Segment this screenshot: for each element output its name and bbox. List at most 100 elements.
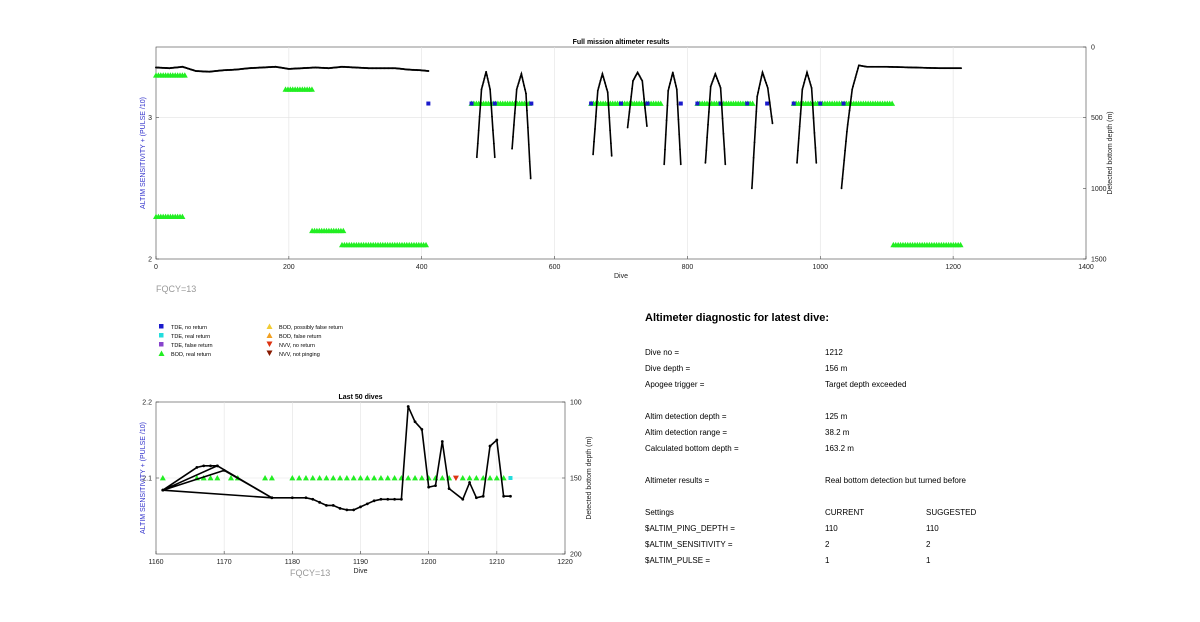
depth-point — [705, 149, 708, 152]
depth-point — [710, 83, 713, 85]
depth-point — [854, 76, 857, 79]
depth-point — [605, 88, 608, 91]
depth-point — [724, 163, 727, 166]
depth-point — [215, 464, 219, 468]
depth-point — [709, 85, 712, 88]
diagnostic-title: Altimeter diagnostic for latest dive: — [645, 312, 829, 324]
main-x-tick-label: 400 — [416, 264, 428, 271]
depth-point — [808, 80, 811, 83]
legend-swatch — [266, 341, 273, 349]
depth-point — [668, 86, 670, 89]
depth-point — [393, 497, 396, 501]
depth-point — [670, 75, 673, 78]
setting-key: $ALTIM_PULSE = — [645, 556, 710, 565]
depth-point — [517, 82, 520, 85]
main-x-tick-label: 0 — [154, 264, 158, 271]
depth-point — [960, 67, 963, 70]
depth-point — [379, 497, 383, 501]
depth-point — [290, 496, 294, 500]
legend-label: BOD, possibly false return — [279, 325, 343, 331]
depth-point — [717, 82, 720, 85]
depth-point — [318, 500, 321, 504]
depth-point — [527, 143, 530, 146]
depth-point — [715, 75, 718, 78]
depth-point — [855, 73, 858, 76]
legend-swatch — [158, 324, 165, 331]
legend-swatch — [266, 323, 273, 331]
depth-point — [509, 494, 512, 498]
depth-point — [670, 78, 672, 81]
main-ylabel-left: ALTIM SENSITIVITY + (PULSE /10) — [140, 97, 147, 209]
depth-point — [522, 80, 525, 83]
depth-point — [751, 172, 754, 174]
depth-point — [722, 132, 725, 135]
depth-point — [635, 73, 638, 76]
depth-point — [663, 163, 666, 166]
settings-header-current: CURRENT — [825, 508, 865, 517]
depth-point — [608, 116, 611, 119]
depth-point — [604, 82, 606, 84]
depth-point — [512, 135, 514, 138]
depth-point — [483, 77, 486, 80]
depth-point — [514, 100, 517, 103]
setting-key: $ALTIM_PING_DEPTH = — [645, 524, 735, 533]
depth-point — [797, 137, 800, 140]
bod-real-return-marker — [159, 475, 166, 481]
depth-point — [352, 508, 356, 512]
depth-point — [721, 117, 724, 120]
depth-point — [769, 108, 772, 111]
legend-marker-shape — [266, 323, 273, 329]
depth-point — [489, 88, 492, 91]
depth-point — [840, 187, 843, 190]
tde-no-return-marker — [426, 101, 431, 106]
depth-point — [844, 149, 846, 152]
depth-point — [714, 72, 717, 75]
main-title: Full mission altimeter results — [573, 39, 670, 46]
depth-point — [476, 142, 479, 145]
depth-point — [606, 91, 609, 94]
tde-no-return-marker — [529, 101, 534, 106]
depth-point — [796, 161, 798, 164]
legend-label: BOD, false return — [279, 334, 322, 340]
setting-suggested: 1 — [926, 556, 931, 565]
legend-item-bod-possibly-false: BOD, possibly false return — [266, 322, 343, 331]
depth-point — [708, 98, 711, 101]
depth-point — [675, 85, 677, 87]
depth-point — [609, 129, 612, 132]
bod-real-return-marker — [357, 475, 364, 481]
depth-point — [848, 109, 851, 112]
depth-point — [427, 485, 431, 489]
last50-ylabel-right: Detected bottom depth (m) — [586, 436, 593, 519]
depth-point — [627, 118, 630, 121]
depth-point — [413, 420, 417, 424]
bod-real-return-marker — [207, 475, 214, 481]
depth-point — [841, 178, 844, 180]
depth-point — [764, 79, 767, 82]
depth-point — [485, 70, 488, 73]
depth-point — [602, 76, 605, 78]
main-x-tick-label: 800 — [682, 264, 694, 271]
legend-swatch — [266, 332, 273, 340]
bod-real-return-marker — [466, 475, 473, 481]
depth-point — [365, 502, 369, 506]
depth-point — [639, 76, 642, 79]
depth-point — [526, 126, 529, 129]
depth-point — [447, 487, 451, 491]
depth-point — [754, 126, 757, 128]
depth-point — [601, 72, 604, 75]
depth-point — [643, 98, 646, 100]
depth-point — [707, 123, 709, 126]
settings-header-suggested: SUGGESTED — [926, 508, 977, 517]
depth-point — [763, 76, 766, 79]
legend-item-tde-real-return: TDE, real return — [158, 331, 210, 340]
depth-point — [513, 112, 516, 115]
depth-point — [720, 102, 723, 105]
depth-point — [400, 497, 403, 501]
diag-key: Dive depth = — [645, 364, 691, 373]
bod-real-return-marker — [350, 475, 357, 481]
depth-point — [406, 405, 410, 408]
depth-point — [857, 67, 859, 70]
depth-point — [798, 125, 801, 128]
legend-label: TDE, no return — [171, 325, 208, 331]
